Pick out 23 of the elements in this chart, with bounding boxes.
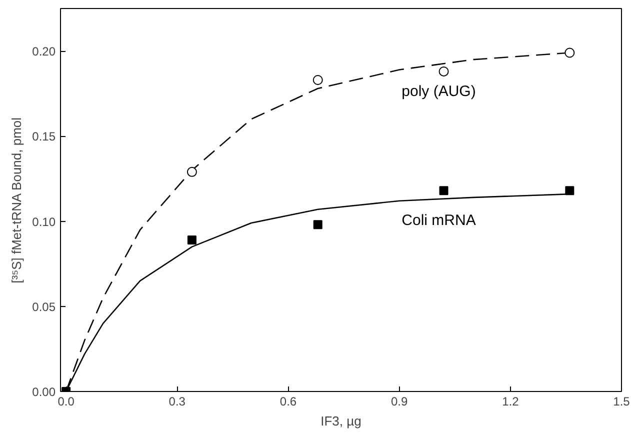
y-tick-label: 0.05: [32, 300, 56, 314]
point: [312, 75, 323, 85]
x-tick-label: 1.5: [613, 394, 630, 408]
point: [565, 186, 574, 196]
x-tick-label: 1.2: [502, 394, 520, 408]
y-tick-label: 0.10: [32, 214, 56, 229]
x-tick-label: 0.6: [280, 394, 297, 408]
point: [313, 220, 322, 230]
x-axis-title: IF3, µg: [320, 414, 362, 428]
point: [438, 66, 449, 76]
point: [186, 166, 197, 177]
x-tick-label: 0.9: [390, 394, 408, 408]
series-label: poly (AUG): [402, 82, 476, 100]
y-tick-label: 0.00: [32, 385, 56, 399]
point: [187, 236, 196, 244]
point: [439, 186, 448, 196]
x-tick-label: 0.0: [58, 394, 75, 408]
y-axis-title: [³⁵S] fMet-tRNA Bound, pmol: [9, 117, 24, 284]
y-tick-label: 0.15: [32, 130, 56, 144]
point: [564, 48, 575, 58]
series-label: Coli mRNA: [402, 212, 476, 230]
x-tick-label: 0.3: [168, 394, 186, 408]
y-tick-label: 0.20: [32, 44, 56, 59]
